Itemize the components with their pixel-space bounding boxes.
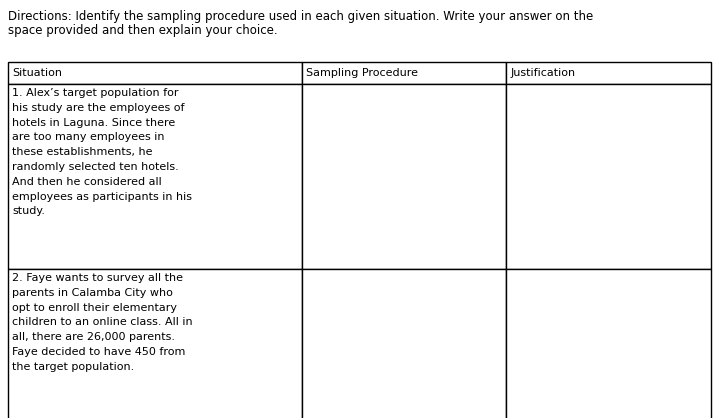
Bar [302,62,506,84]
Text: 1. Alex’s target population for
his study are the employees of
hotels in Laguna.: 1. Alex’s target population for his stud… [12,88,192,217]
Bar [8,84,302,269]
Text: Justification: Justification [510,68,575,78]
Text: 2. Faye wants to survey all the
parents in Calamba City who
opt to enroll their : 2. Faye wants to survey all the parents … [12,273,193,372]
Bar [302,269,506,418]
Text: Situation: Situation [12,68,62,78]
Text: Directions: Identify the sampling procedure used in each given situation. Write : Directions: Identify the sampling proced… [8,10,593,23]
Text: space provided and then explain your choice.: space provided and then explain your cho… [8,24,278,37]
Bar [506,84,711,269]
Text: Sampling Procedure: Sampling Procedure [306,68,418,78]
Bar [8,62,302,84]
Bar [506,62,711,84]
Bar [506,269,711,418]
Bar [302,84,506,269]
Bar [8,269,302,418]
